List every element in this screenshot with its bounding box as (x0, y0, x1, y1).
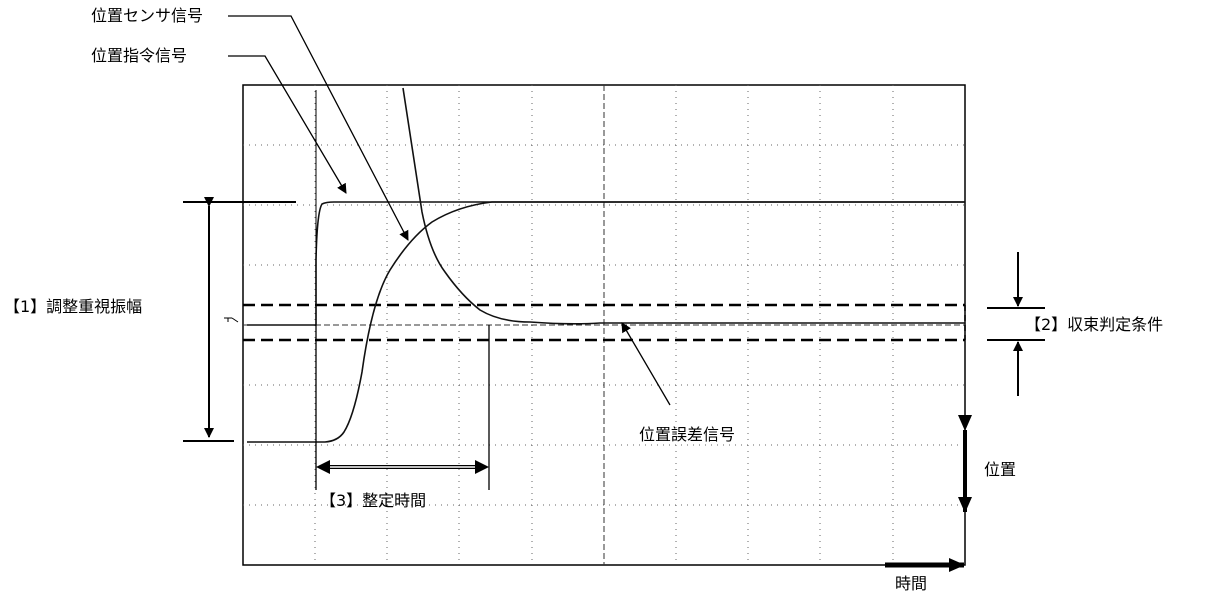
error-signal-label: 位置誤差信号 (639, 425, 736, 444)
amplitude-dimension (183, 197, 296, 442)
settling-time-label: 【3】整定時間 (320, 491, 427, 510)
settling-time-dimension (315, 325, 490, 490)
scope-center-axes (243, 85, 965, 565)
sensor-signal-label: 位置センサ信号 (91, 6, 204, 25)
convergence-dimension (987, 252, 1045, 396)
amplitude-label: 【1】調整重視振幅 (4, 297, 143, 316)
leader-lines (228, 15, 671, 406)
time-axis-label: 時間 (895, 574, 928, 593)
position-axis-label: 位置 (984, 460, 1017, 479)
convergence-band (243, 303, 966, 342)
command-signal-label: 位置指令信号 (91, 46, 188, 65)
trigger-marker (224, 317, 239, 323)
sensor-signal-trace (247, 201, 965, 443)
error-signal-trace (247, 87, 965, 326)
convergence-label: 【2】収束判定条件 (1025, 315, 1164, 334)
